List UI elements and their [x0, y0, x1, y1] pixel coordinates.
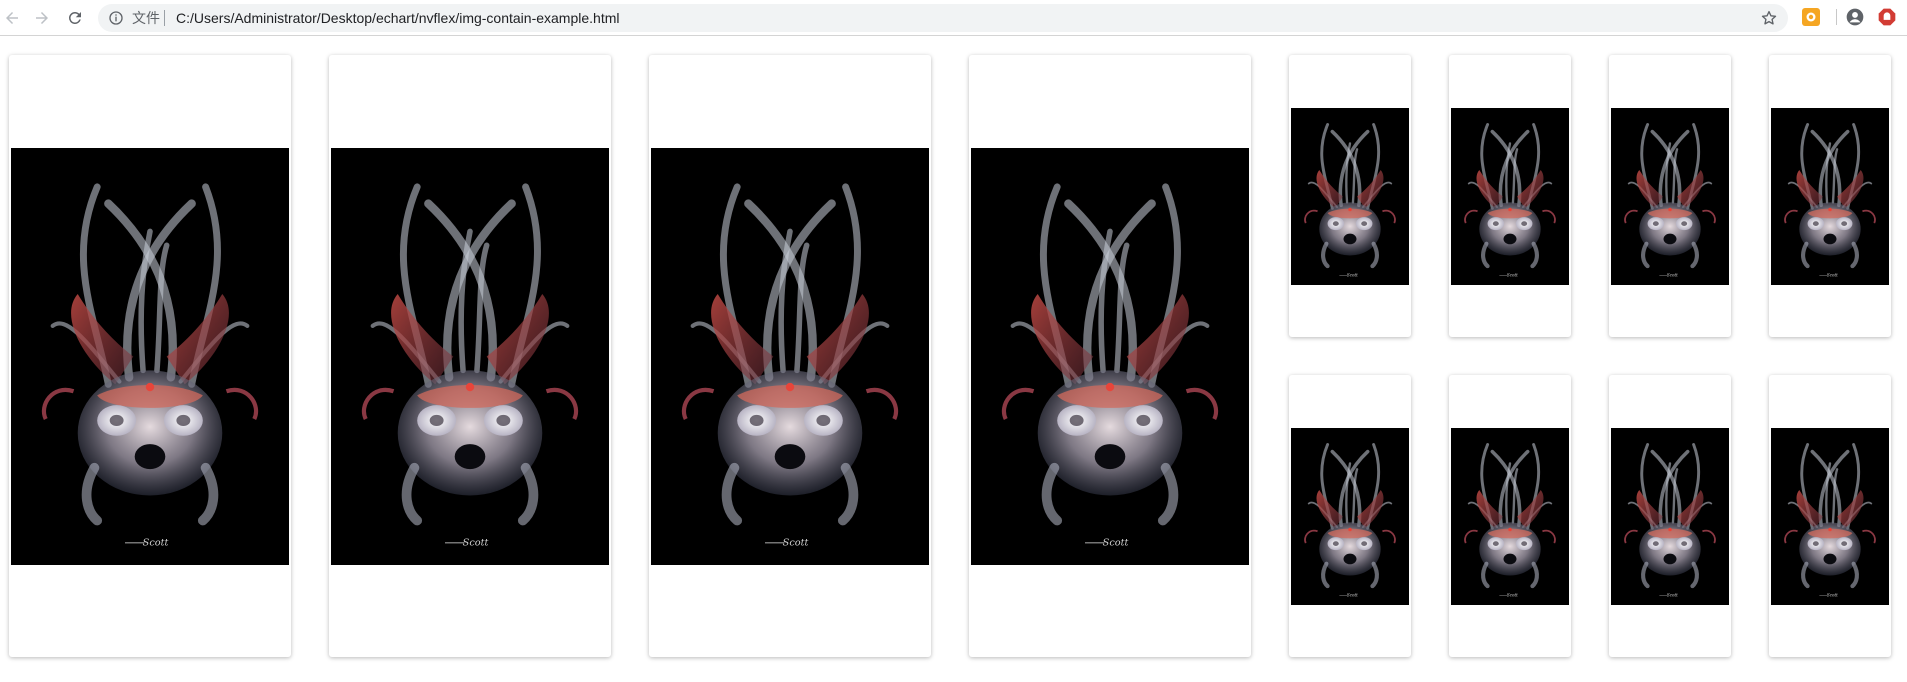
- squid-image-art: [331, 148, 609, 565]
- forward-button[interactable]: [30, 6, 54, 30]
- arrow-right-icon: [36, 12, 48, 24]
- squid-image-art: [1771, 428, 1889, 605]
- address-bar[interactable]: 文件 C:/Users/Administrator/Desktop/echart…: [98, 4, 1788, 32]
- image-card-small: [1449, 375, 1571, 657]
- image-card-small: [1289, 55, 1411, 337]
- adblock-icon[interactable]: [1877, 7, 1897, 27]
- extension-icon[interactable]: [1801, 7, 1821, 27]
- image-card-small: [1769, 375, 1891, 657]
- browser-toolbar: 文件 C:/Users/Administrator/Desktop/echart…: [0, 0, 1907, 36]
- squid-image-art: [1451, 428, 1569, 605]
- image-card-large: [649, 55, 931, 657]
- file-scheme-label: 文件: [132, 10, 160, 26]
- toolbar-divider: [1836, 9, 1837, 25]
- arrow-left-icon: [6, 12, 18, 24]
- squid-image: [971, 148, 1249, 565]
- squid-image: [1291, 108, 1409, 285]
- omnibox-divider: [164, 10, 165, 26]
- image-card-small: [1449, 55, 1571, 337]
- squid-image: [1291, 428, 1409, 605]
- image-card-large: [329, 55, 611, 657]
- squid-image-art: [1611, 428, 1729, 605]
- squid-image: [651, 148, 929, 565]
- reload-icon: [68, 11, 81, 24]
- squid-image-art: [971, 148, 1249, 565]
- url-text[interactable]: C:/Users/Administrator/Desktop/echart/nv…: [176, 10, 620, 26]
- squid-image: [1451, 108, 1569, 285]
- squid-image: [1611, 428, 1729, 605]
- image-card-small: [1609, 55, 1731, 337]
- squid-image: [11, 148, 289, 565]
- squid-image-art: [1291, 108, 1409, 285]
- image-card-small: [1609, 375, 1731, 657]
- squid-image-art: [1291, 428, 1409, 605]
- image-card-small: [1769, 55, 1891, 337]
- image-card-large: [969, 55, 1251, 657]
- squid-image: [1611, 108, 1729, 285]
- star-icon[interactable]: [1760, 9, 1778, 27]
- squid-image: [1771, 428, 1889, 605]
- squid-image: [331, 148, 609, 565]
- image-card-small: [1289, 375, 1411, 657]
- profile-icon[interactable]: [1845, 7, 1865, 27]
- squid-image-art: [1451, 108, 1569, 285]
- back-button[interactable]: [0, 6, 24, 30]
- squid-image-art: [651, 148, 929, 565]
- squid-image-art: [1611, 108, 1729, 285]
- squid-image-art: [1771, 108, 1889, 285]
- info-icon[interactable]: [108, 10, 124, 26]
- squid-image-art: [11, 148, 289, 565]
- reload-button[interactable]: [63, 6, 87, 30]
- image-card-large: [9, 55, 291, 657]
- squid-image: [1451, 428, 1569, 605]
- squid-image: [1771, 108, 1889, 285]
